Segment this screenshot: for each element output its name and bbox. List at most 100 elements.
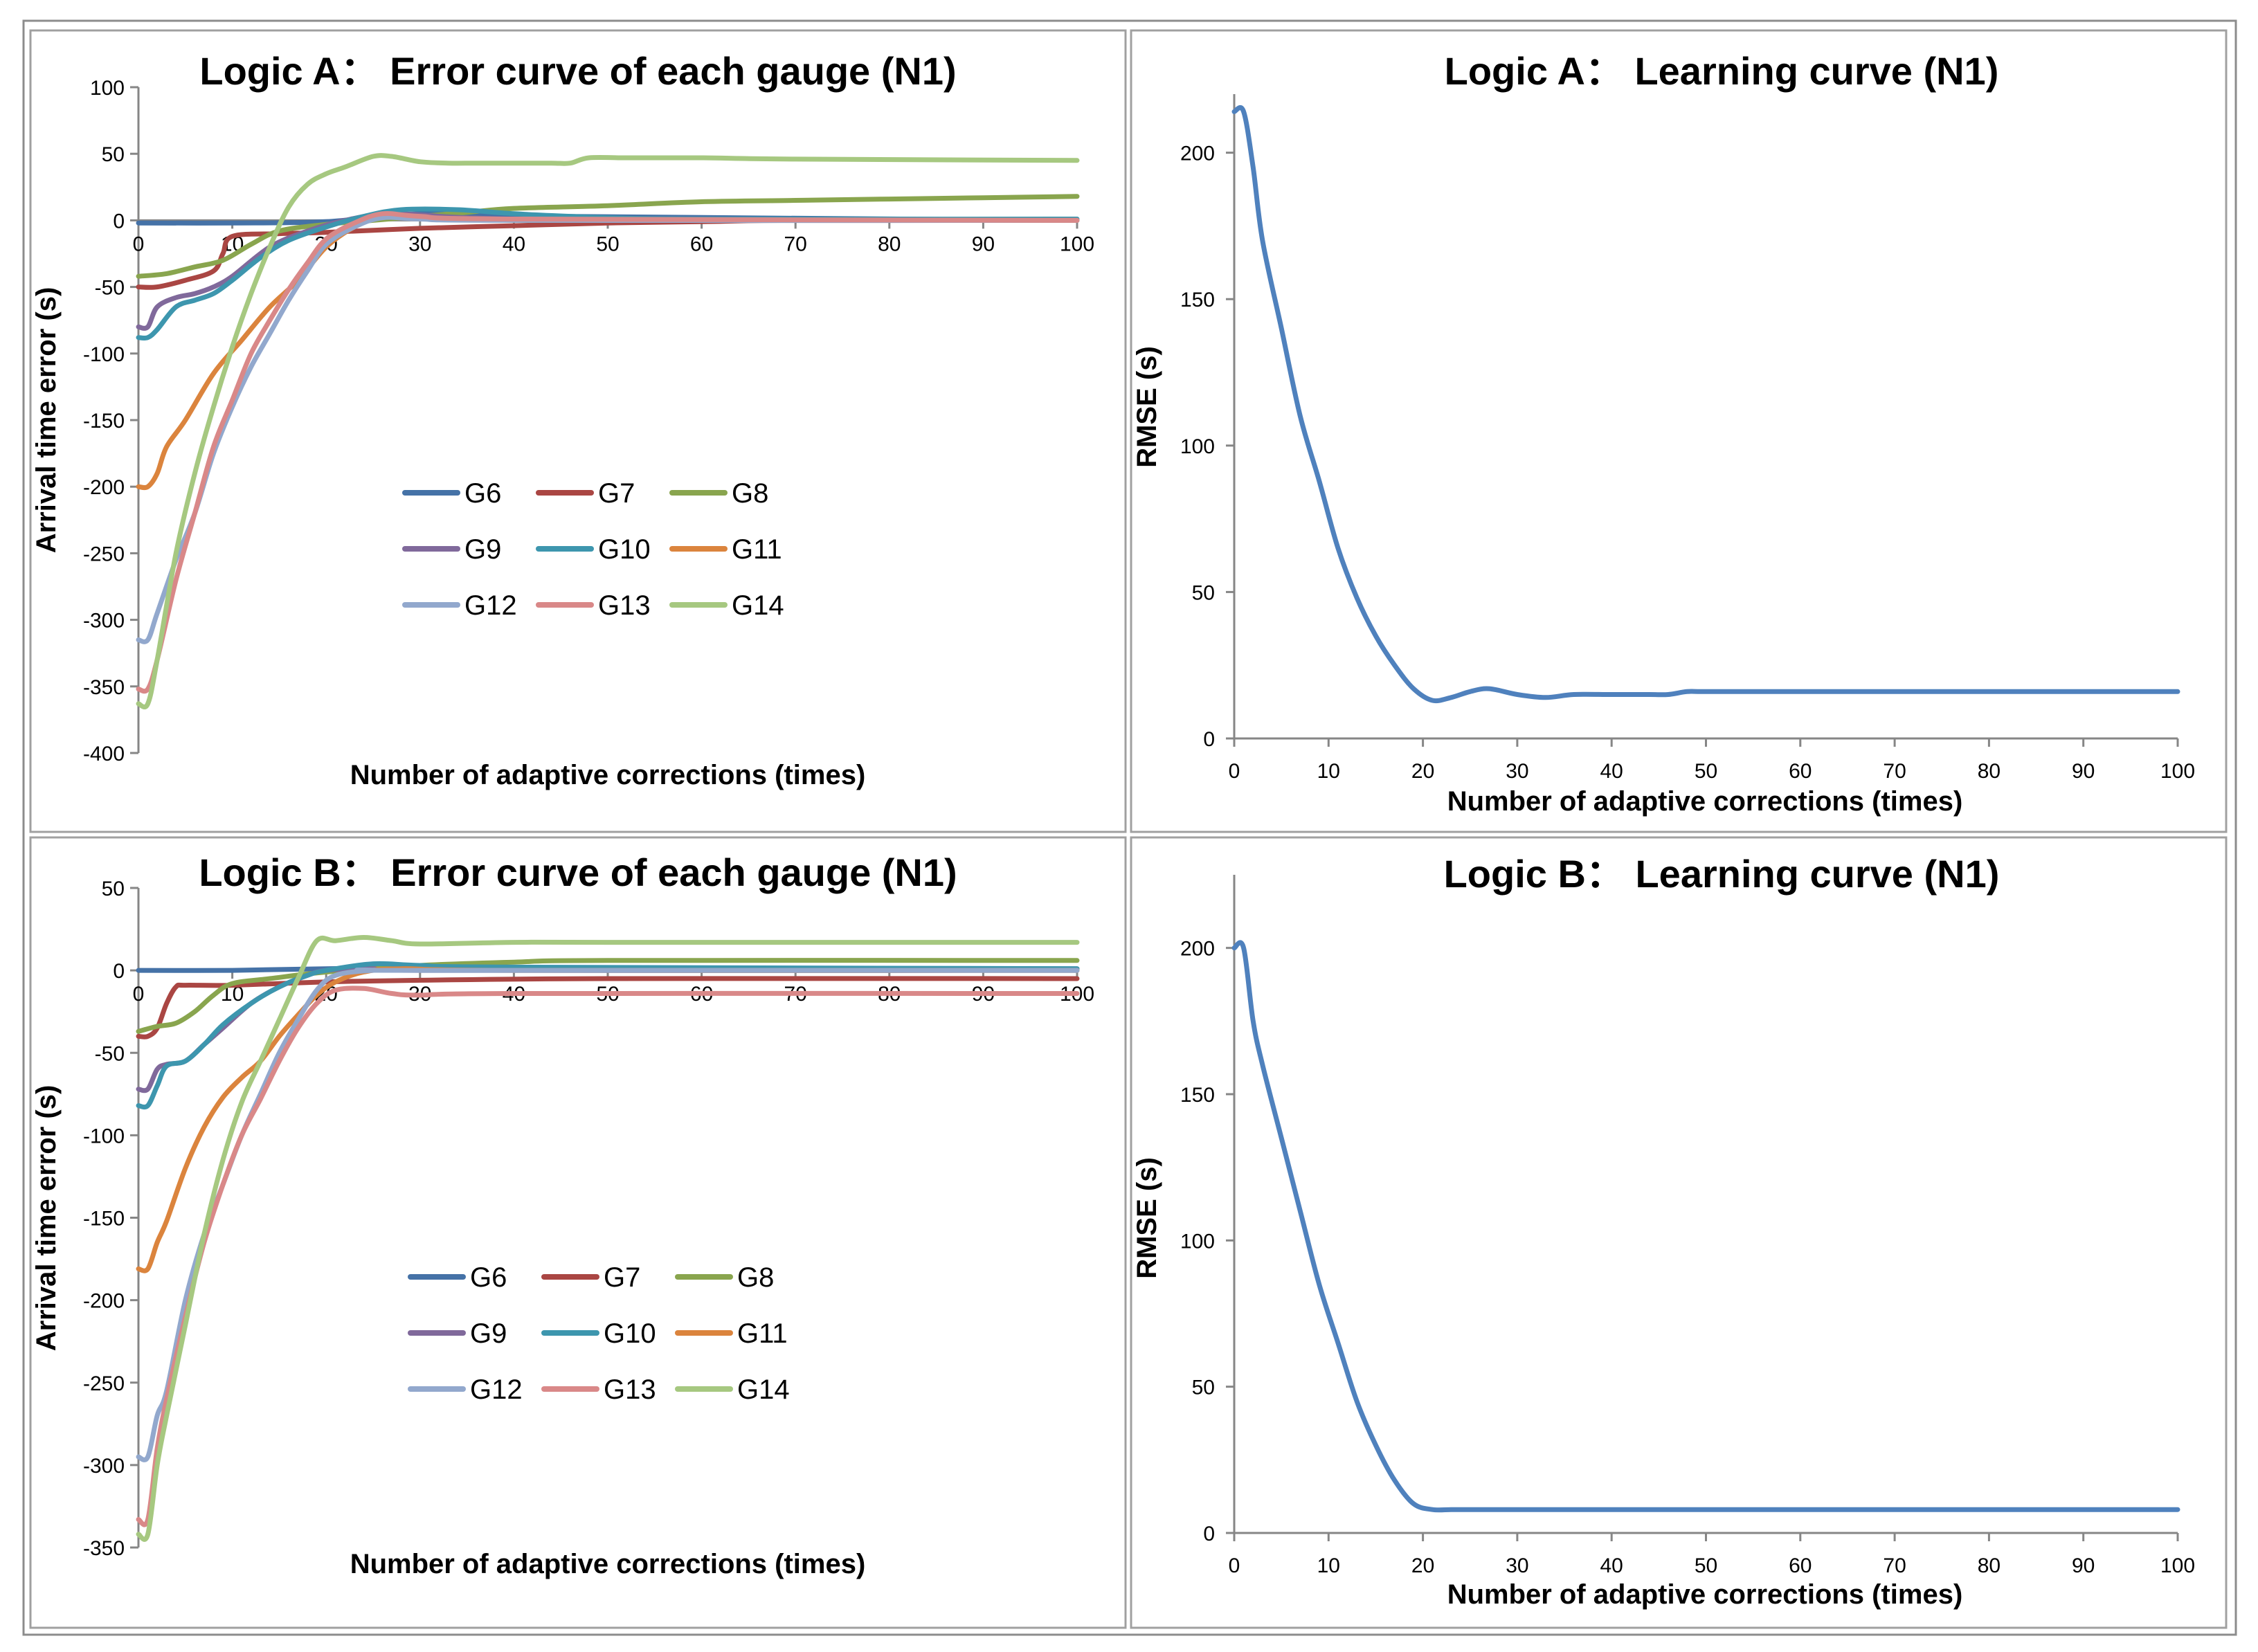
x-tick-label: 100 [2160,760,2195,783]
y-tick-label: -100 [83,1125,125,1147]
y-tick-label: 0 [1203,728,1215,751]
series-line-g13 [136,210,1080,694]
series-line-g14 [136,153,1080,709]
legend-label: G11 [737,1318,788,1349]
x-tick-label: 90 [972,233,995,255]
x-axis-label: Number of adaptive corrections (times) [1447,786,1963,817]
y-tick-label: -300 [83,610,125,633]
y-tick-label: 0 [113,210,125,233]
x-tick-label: 0 [1229,760,1240,783]
x-tick-label: 90 [2072,760,2095,783]
y-tick-label: 50 [102,143,125,166]
x-tick-label: 20 [1411,1554,1434,1577]
y-tick-label: -150 [83,410,125,433]
panel-frame-a-error [29,29,1127,833]
panel-frame-b-error [29,836,1127,1629]
series-line-rmse [1231,940,2180,1513]
legend-label: G10 [604,1318,656,1349]
chart-panel-a-error: Logic A： Error curve of each gauge (N1) -… [31,49,1094,790]
y-tick-label: -150 [83,1208,125,1231]
y-tick-label: -350 [83,676,125,699]
panel-frame-b-learning [1130,836,2228,1629]
legend-label: G13 [604,1374,656,1405]
x-tick-label: 70 [1883,760,1906,783]
x-axis-label: Number of adaptive corrections (times) [1447,1579,1963,1610]
x-axis-label: Number of adaptive corrections (times) [350,1549,866,1579]
y-tick-label: -250 [83,543,125,565]
y-tick-label: -250 [83,1372,125,1395]
legend-label: G14 [732,590,784,621]
legend-label: G6 [470,1262,507,1293]
legend-label: G7 [598,478,635,509]
y-tick-label: 200 [1180,938,1215,961]
legend-label: G11 [732,534,782,565]
legend: G6 G7 G8 G9 G10 G11 G12 G13 G14 [408,1262,790,1405]
legend-label: G8 [737,1262,774,1293]
x-tick-label: 40 [1600,1554,1623,1577]
x-tick-label: 10 [1317,760,1340,783]
chart-title: Logic A： Learning curve (N1) [1445,49,1999,93]
legend-label: G12 [464,590,517,621]
y-tick-label: 100 [90,77,125,100]
y-tick-label: -50 [95,1042,125,1065]
y-tick-label: -350 [83,1537,125,1560]
x-tick-label: 40 [503,233,525,255]
y-tick-label: 50 [1192,1377,1215,1399]
x-tick-label: 70 [1883,1554,1906,1577]
x-tick-label: 30 [408,233,431,255]
y-tick-label: -50 [95,277,125,300]
y-tick-label: 100 [1180,1230,1215,1253]
x-tick-label: 70 [784,233,807,255]
x-tick-label: 50 [596,233,619,255]
chart-panel-a-learning: Logic A： Learning curve (N1)050100150200… [1132,49,2195,817]
legend-label: G8 [732,478,768,509]
legend-label: G9 [464,534,501,565]
series-line-rmse [1231,105,2180,704]
panel-frame-a-learning [1130,29,2228,833]
chart-title: Logic A： Error curve of each gauge (N1) [199,49,956,93]
x-tick-label: 50 [1695,760,1717,783]
y-axis-label: Arrival time error (s) [31,1085,62,1352]
y-tick-label: -400 [83,743,125,765]
y-tick-label: 200 [1180,143,1215,165]
chart-panel-b-error: Logic B： Error curve of each gauge (N1) -… [31,851,1094,1579]
y-axis-label: RMSE (s) [1132,1157,1162,1279]
x-tick-label: 60 [690,233,713,255]
y-axis-label: RMSE (s) [1132,346,1162,468]
y-tick-label: -300 [83,1455,125,1478]
y-tick-label: -100 [83,343,125,366]
legend-label: G10 [598,534,651,565]
series-line-g13 [136,986,1080,1527]
y-tick-label: -200 [83,1290,125,1313]
legend-label: G9 [470,1318,507,1349]
legend-label: G12 [470,1374,523,1405]
x-tick-label: 80 [878,233,901,255]
x-tick-label: 100 [2160,1554,2195,1577]
x-axis-label: Number of adaptive corrections (times) [350,760,866,790]
figure-border [22,19,2237,1636]
series-line-g7 [136,976,1080,1040]
chart-panel-b-learning: Logic B： Learning curve (N1)050100150200… [1132,852,2195,1610]
x-tick-label: 10 [1317,1554,1340,1577]
y-tick-label: 0 [113,960,125,983]
legend: G6 G7 G8 G9 G10 G11 G12 G13 G14 [402,478,784,621]
y-tick-label: -200 [83,476,125,499]
legend-label: G6 [464,478,501,509]
x-tick-label: 30 [1506,1554,1528,1577]
legend-label: G13 [598,590,651,621]
x-tick-label: 100 [1060,233,1094,255]
x-tick-label: 80 [1978,760,2000,783]
x-tick-label: 20 [1411,760,1434,783]
y-axis-label: Arrival time error (s) [31,287,62,554]
series-line-g14 [136,935,1080,1542]
chart-title: Logic B： Error curve of each gauge (N1) [199,851,957,894]
x-tick-label: 50 [1695,1554,1717,1577]
x-tick-label: 90 [2072,1554,2095,1577]
x-tick-label: 60 [1789,1554,1812,1577]
x-tick-label: 60 [1789,760,1812,783]
x-tick-label: 80 [1978,1554,2000,1577]
x-tick-label: 30 [1506,760,1528,783]
y-tick-label: 50 [1192,581,1215,604]
